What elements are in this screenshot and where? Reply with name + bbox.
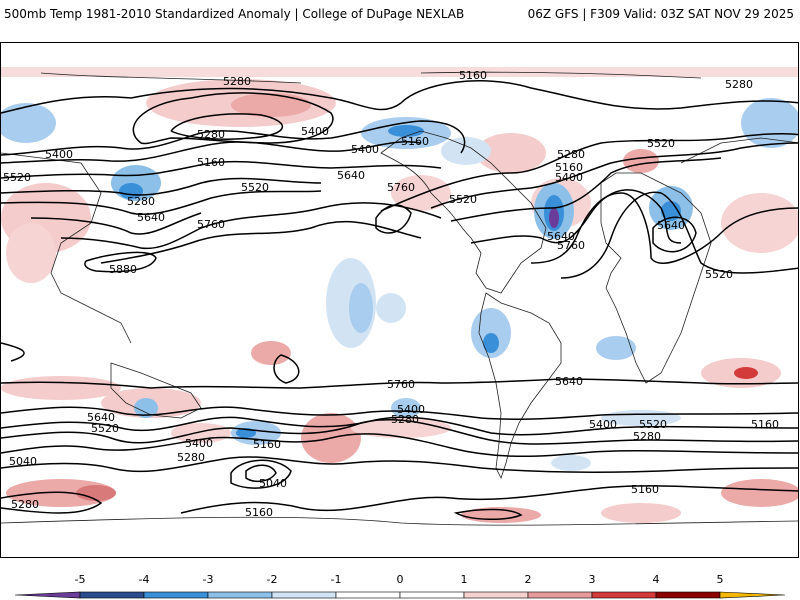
- contour-label: 5160: [245, 506, 273, 519]
- colorbar-swatch: [527, 591, 593, 599]
- colorbar-tick-label: 5: [716, 573, 724, 586]
- height-contours: [1, 80, 798, 521]
- contour-label: 5400: [397, 403, 425, 416]
- contour-labels: 5280 5160 5280 5280 5400 5160 5400 5160 …: [3, 69, 779, 519]
- colorbar-tick-label: -4: [138, 573, 150, 586]
- colorbar-swatch: [271, 591, 337, 599]
- colorbar-swatch: [463, 591, 529, 599]
- contour-label: 5520: [241, 181, 269, 194]
- contour-label: 5280: [127, 195, 155, 208]
- contour-label: 5520: [639, 418, 667, 431]
- colorbar-swatch: [14, 591, 81, 599]
- anomaly-map: 5280 5160 5280 5280 5400 5160 5400 5160 …: [1, 67, 798, 526]
- map-title: 500mb Temp 1981-2010 Standardized Anomal…: [4, 7, 465, 21]
- contour-label: 5640: [547, 230, 575, 243]
- contour-label: 5640: [87, 411, 115, 424]
- contour-label: 5040: [259, 477, 287, 490]
- colorbar-tick-label: -1: [330, 573, 342, 586]
- colorbar-tick-label: -3: [202, 573, 214, 586]
- contour-label: 5160: [197, 156, 225, 169]
- contour-label: 5520: [449, 193, 477, 206]
- contour-label: 5640: [657, 219, 685, 232]
- cold-anomaly-shading: [1, 98, 798, 471]
- contour-label: 5160: [631, 483, 659, 496]
- contour-label: 5400: [45, 148, 73, 161]
- contour-label: 5400: [301, 125, 329, 138]
- contour-label: 5520: [3, 171, 31, 184]
- contour-label: 5520: [91, 422, 119, 435]
- warm-anomaly-shading: [1, 67, 798, 523]
- colorbar-swatch: [143, 591, 209, 599]
- colorbar-swatch: [719, 591, 786, 599]
- contour-label: 5760: [197, 218, 225, 231]
- colorbar-swatch: [335, 591, 401, 599]
- colorbar-tick-label: 3: [588, 573, 596, 586]
- header: 500mb Temp 1981-2010 Standardized Anomal…: [0, 0, 800, 28]
- contour-label: 5280: [197, 128, 225, 141]
- colorbar-tick-label: -2: [266, 573, 278, 586]
- contour-label: 5160: [459, 69, 487, 82]
- colorbar-swatch: [207, 591, 273, 599]
- contour-label: 5400: [185, 437, 213, 450]
- colorbar-tick-label: 2: [524, 573, 532, 586]
- colorbar-swatch: [399, 591, 465, 599]
- contour-label: 5400: [589, 418, 617, 431]
- contour-label: 5040: [9, 455, 37, 468]
- colorbar-swatch: [591, 591, 657, 599]
- contour-label: 5160: [555, 161, 583, 174]
- contour-label: 5640: [337, 169, 365, 182]
- contour-label: 5400: [555, 171, 583, 184]
- contour-label: 5640: [137, 211, 165, 224]
- contour-label: 5160: [751, 418, 779, 431]
- model-valid-time: 06Z GFS | F309 Valid: 03Z SAT NOV 29 202…: [527, 7, 794, 21]
- contour-label: 5760: [557, 239, 585, 252]
- contour-label: 5520: [647, 137, 675, 150]
- contour-label: 5280: [557, 148, 585, 161]
- contour-label: 5280: [725, 78, 753, 91]
- contour-label: 5760: [387, 181, 415, 194]
- contour-label: 5280: [223, 75, 251, 88]
- colorbar: -5 -4 -3 -2 -1 0 1 2 3 4 5: [0, 570, 800, 600]
- contour-label: 5280: [11, 498, 39, 511]
- contour-label: 5880: [109, 263, 137, 276]
- colorbar-swatches: [14, 591, 786, 599]
- contour-label: 5160: [253, 438, 281, 451]
- contour-label: 5760: [387, 378, 415, 391]
- contour-label: 5520: [705, 268, 733, 281]
- contour-label: 5280: [177, 451, 205, 464]
- contour-label: 5400: [351, 143, 379, 156]
- map-panel: 5280 5160 5280 5280 5400 5160 5400 5160 …: [0, 42, 799, 558]
- colorbar-tick-label: 1: [460, 573, 468, 586]
- colorbar-swatch: [655, 591, 721, 599]
- colorbar-tick-label: -5: [74, 573, 86, 586]
- contour-label: 5160: [401, 135, 429, 148]
- contour-label: 5280: [391, 413, 419, 426]
- colorbar-tick-label: 0: [396, 573, 404, 586]
- contour-label: 5640: [555, 375, 583, 388]
- colorbar-tick-label: 4: [652, 573, 660, 586]
- colorbar-swatch: [79, 591, 145, 599]
- contour-label: 5280: [633, 430, 661, 443]
